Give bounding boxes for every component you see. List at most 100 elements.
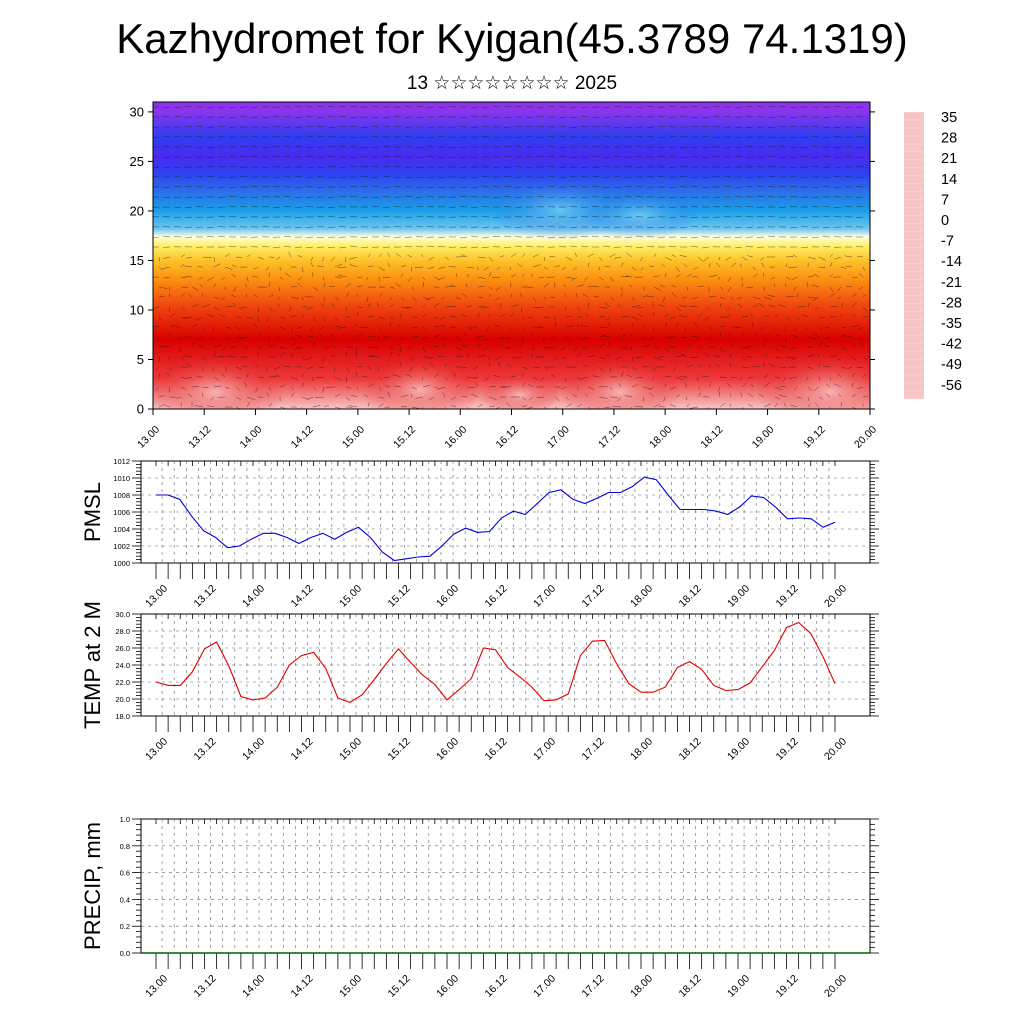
wind-vector (422, 336, 428, 339)
wind-vector (273, 116, 281, 118)
wind-vector (444, 406, 447, 409)
wind-vector (499, 313, 506, 318)
wind-vector (253, 266, 259, 270)
wind-vector (788, 266, 798, 268)
x-tick-label: 19.12 (801, 424, 828, 451)
wind-vector (155, 386, 160, 390)
wind-vector (327, 156, 336, 158)
wind-vector (790, 106, 798, 108)
x-tick-label: 13.12 (192, 973, 219, 1000)
wind-vector (788, 376, 798, 379)
wind-vector (858, 286, 864, 290)
wind-vector (592, 166, 600, 169)
wind-vector (790, 166, 798, 168)
wind-vector (851, 372, 855, 378)
wind-vector (585, 393, 589, 398)
wind-vector (310, 256, 314, 262)
wind-vector (196, 146, 204, 149)
wind-vector (652, 376, 655, 381)
wind-vector (504, 185, 512, 188)
wind-vector (689, 356, 699, 358)
wind-vector (647, 136, 655, 138)
chart-subtitle: 13 ☆☆☆☆☆☆☆☆ 2025 (406, 73, 618, 94)
wind-vector (813, 386, 820, 391)
wind-vector (521, 382, 526, 388)
y-tick-label: 0.8 (120, 842, 130, 851)
wind-vector (504, 235, 512, 238)
wind-vector (837, 373, 842, 378)
wind-vector (812, 206, 820, 208)
wind-vector (339, 115, 347, 118)
wind-vector (702, 186, 710, 189)
wind-vector (354, 323, 358, 328)
wind-vector (387, 364, 391, 368)
wind-vector (400, 265, 406, 268)
wind-vector (295, 145, 303, 148)
wind-vector (471, 106, 479, 108)
wind-vector (191, 324, 198, 328)
wind-vector (422, 376, 424, 381)
x-tick-label: 19.00 (750, 424, 777, 451)
wind-vector (774, 396, 780, 400)
wind-vector (587, 386, 595, 391)
wind-vector (422, 326, 428, 332)
wind-vector (338, 274, 347, 278)
wind-vector (691, 196, 699, 199)
wind-vector (455, 296, 462, 300)
wind-vector (306, 236, 314, 238)
wind-vector (724, 116, 732, 118)
wind-vector (603, 106, 611, 109)
wind-vector (856, 126, 864, 128)
wind-vector (372, 166, 380, 168)
wind-vector (400, 313, 402, 318)
wind-vector (851, 382, 854, 388)
wind-vector (763, 296, 772, 300)
wind-vector (724, 216, 732, 218)
wind-vector (603, 245, 611, 248)
wind-vector (704, 316, 710, 321)
x-tick-label: 19.00 (725, 736, 752, 763)
wind-vector (581, 236, 589, 238)
wind-vector (372, 216, 380, 218)
wind-vector (815, 403, 820, 408)
wind-vector (812, 216, 820, 218)
wind-vector (157, 336, 160, 341)
wind-vector (576, 306, 580, 312)
wind-vector (686, 343, 693, 348)
wind-vector (543, 346, 550, 349)
wind-vector (218, 235, 226, 238)
wind-vector (801, 136, 809, 139)
wind-vector (768, 145, 776, 148)
wind-vector (620, 346, 628, 349)
wind-vector (702, 116, 710, 119)
wind-vector (642, 286, 646, 291)
wind-vector (319, 334, 325, 338)
wind-vector (603, 135, 611, 138)
wind-vector (378, 386, 382, 391)
wind-vector (367, 346, 377, 348)
wind-vector (361, 146, 369, 149)
wind-vector (265, 366, 270, 372)
wind-vector (851, 293, 857, 298)
wind-vector (405, 246, 413, 248)
wind-vector (603, 116, 611, 119)
chart-title: Kazhydromet for Kyigan(45.3789 74.1319) (116, 15, 908, 62)
wind-vector (778, 394, 787, 398)
x-tick-label: 13.00 (143, 973, 170, 1000)
wind-vector (576, 336, 583, 341)
wind-vector (416, 156, 424, 158)
wind-vector (631, 366, 637, 371)
wind-vector (537, 106, 545, 109)
wind-vector (620, 372, 624, 378)
y-tick-label: 24.0 (115, 661, 130, 670)
y-tick-label: 1.0 (120, 815, 130, 824)
wind-vector (224, 366, 227, 372)
wind-vector (549, 346, 556, 349)
wind-vector (460, 186, 468, 189)
wind-vector (348, 405, 358, 408)
wind-vector (620, 292, 623, 298)
plot-area (140, 818, 871, 954)
wind-vector (180, 306, 186, 311)
wind-vector (834, 116, 842, 118)
wind-vector (367, 253, 371, 258)
